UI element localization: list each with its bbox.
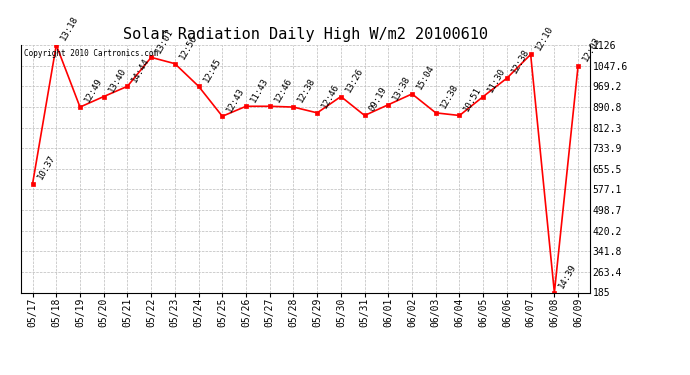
Text: 13:38: 13:38	[391, 74, 413, 102]
Text: 12:38: 12:38	[439, 82, 460, 110]
Text: 13:40: 13:40	[106, 66, 128, 94]
Text: 13:26: 13:26	[344, 66, 365, 94]
Text: Copyright 2010 Cartronics.com: Copyright 2010 Cartronics.com	[23, 49, 158, 58]
Title: Solar Radiation Daily High W/m2 20100610: Solar Radiation Daily High W/m2 20100610	[123, 27, 488, 42]
Text: 14:44: 14:44	[130, 56, 151, 84]
Text: 12:43: 12:43	[225, 86, 246, 114]
Text: 15:04: 15:04	[415, 63, 436, 91]
Text: 13:18: 13:18	[59, 15, 80, 42]
Text: 11:43: 11:43	[249, 76, 270, 104]
Text: 12:10: 12:10	[533, 24, 555, 52]
Text: 13:01: 13:01	[154, 27, 175, 55]
Text: 11:30: 11:30	[486, 66, 507, 94]
Text: 12:45: 12:45	[201, 56, 223, 84]
Text: 12:56: 12:56	[177, 33, 199, 61]
Text: 12:46: 12:46	[320, 82, 341, 110]
Text: 12:38: 12:38	[296, 76, 317, 104]
Text: 12:46: 12:46	[273, 76, 294, 104]
Text: 12:49: 12:49	[83, 76, 104, 104]
Text: 14:39: 14:39	[557, 262, 578, 290]
Text: 10:37: 10:37	[35, 153, 57, 181]
Text: 10:51: 10:51	[462, 85, 484, 113]
Text: 12:03: 12:03	[581, 35, 602, 63]
Text: 12:38: 12:38	[510, 48, 531, 75]
Text: 09:19: 09:19	[367, 85, 388, 113]
